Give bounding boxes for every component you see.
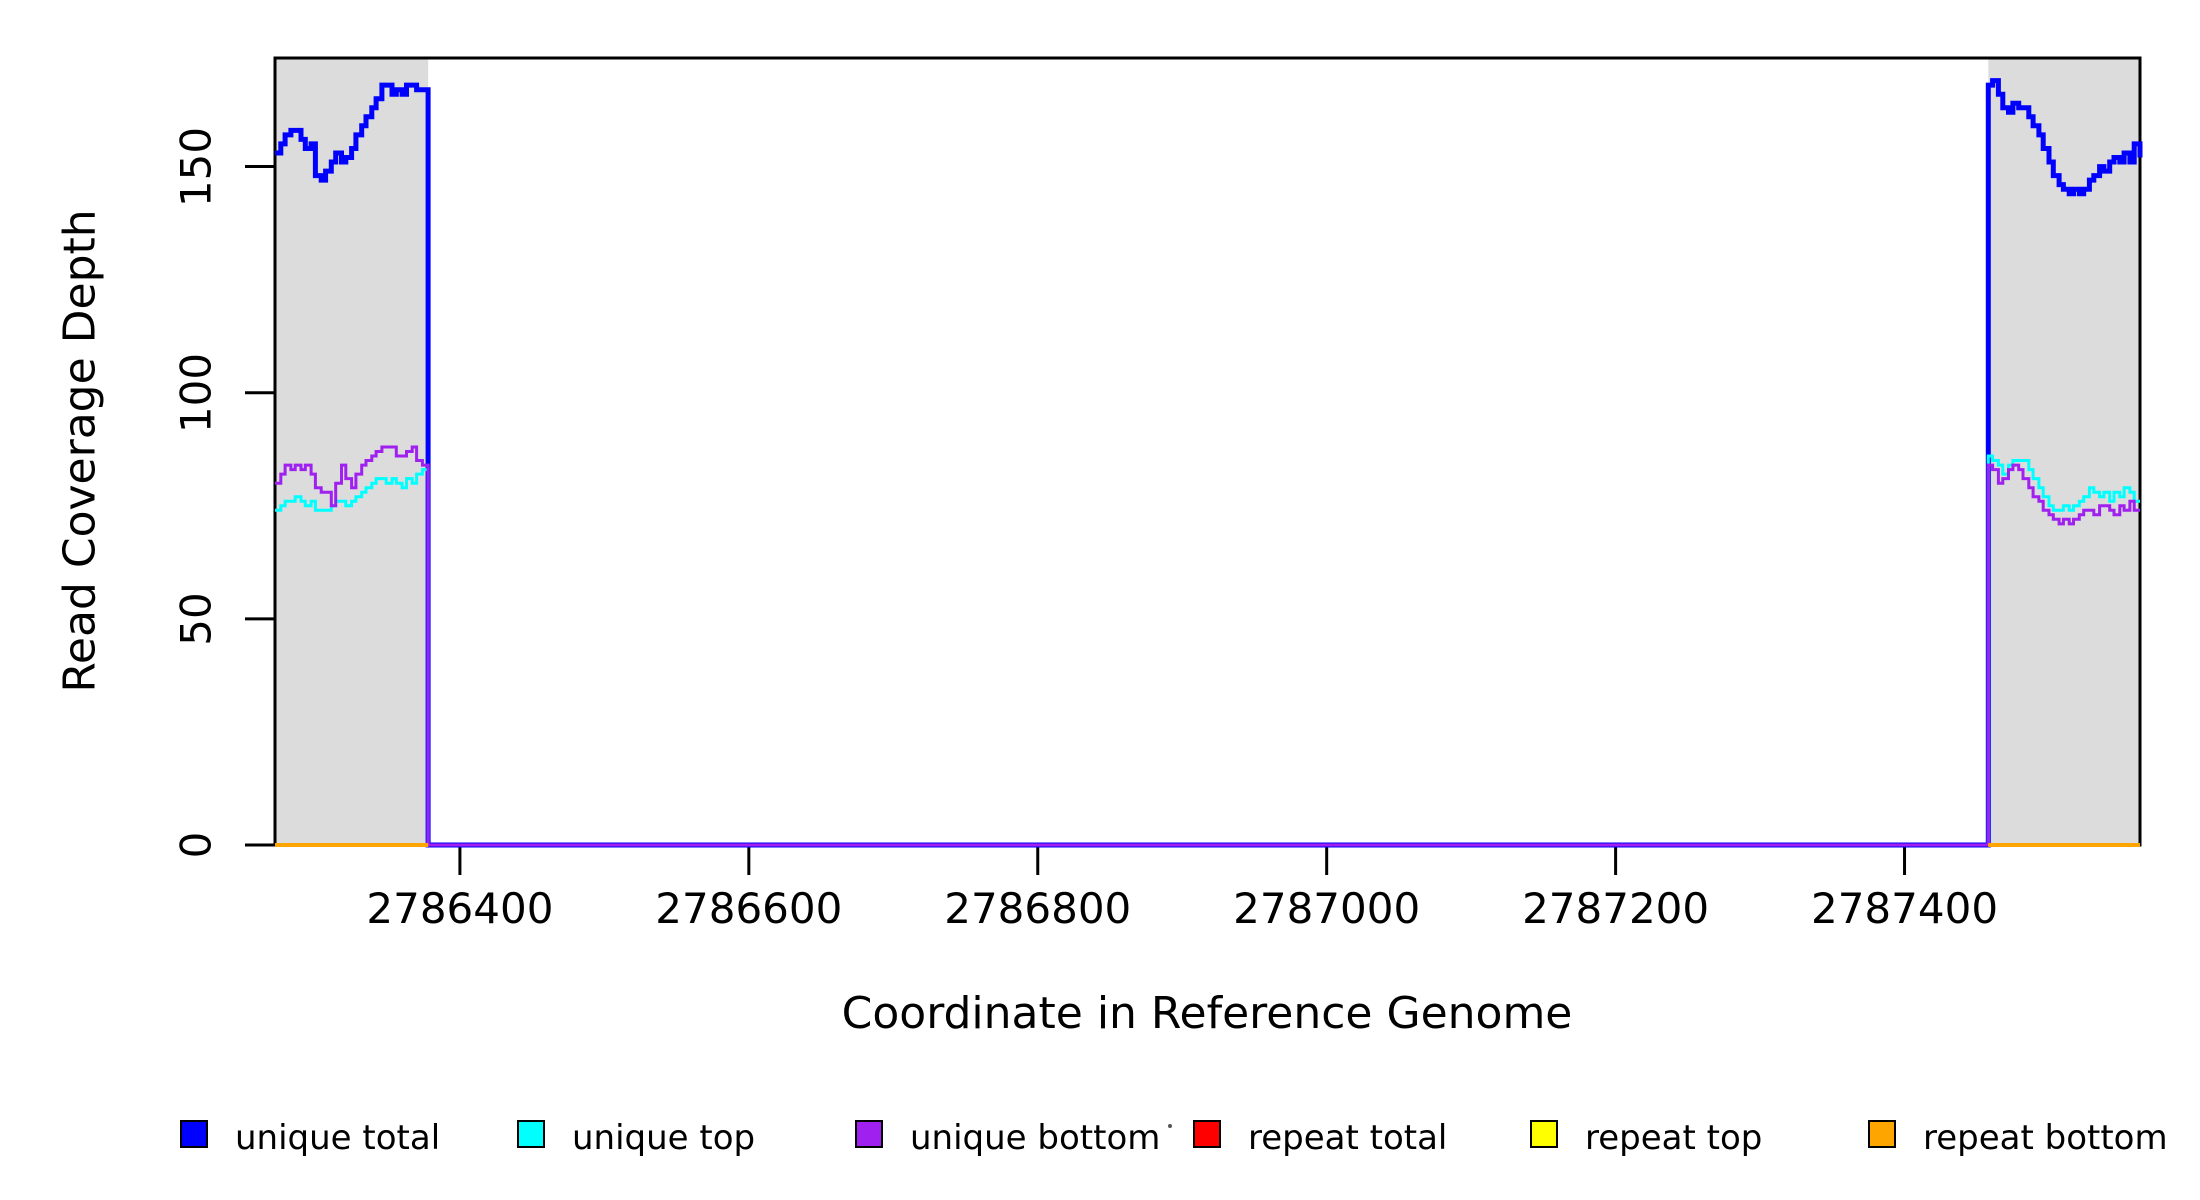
left-gray-region — [275, 58, 429, 845]
y-tick-label-50: 50 — [171, 592, 221, 646]
legend-label-unique-total: unique total — [235, 1118, 441, 1158]
x-axis-title: Coordinate in Reference Genome — [841, 988, 1573, 1039]
series-line-unique-bottom — [275, 445, 2140, 847]
x-tick-label-2787000: 2787000 — [1233, 884, 1421, 933]
series-line-unique-total — [275, 78, 2143, 848]
axis-ticks-group — [245, 165, 1907, 875]
x-tick-label-2787400: 2787400 — [1810, 884, 1999, 933]
y-tick-label-0: 0 — [171, 831, 221, 859]
shaded-regions-group — [275, 58, 2140, 845]
legend: unique total unique top unique bottom repea… — [0, 1118, 2200, 1158]
y-tick-label-150: 150 — [171, 126, 221, 207]
x-tick-label-2786800: 2786800 — [944, 884, 1132, 933]
series-line-unique-top — [275, 454, 2140, 847]
legend-label-repeat-top: repeat top — [1585, 1118, 1763, 1158]
y-axis-title: Read Coverage Depth — [54, 209, 106, 693]
legend-swatch-repeat-bottom — [1868, 1120, 1896, 1148]
legend-swatch-unique-bottom — [855, 1120, 883, 1148]
legend-swatch-unique-total — [180, 1120, 208, 1148]
x-tick-label-2786600: 2786600 — [655, 884, 843, 933]
legend-swatch-repeat-total — [1193, 1120, 1221, 1148]
series-lines-group — [275, 78, 2143, 848]
legend-label-repeat-bottom: repeat bottom — [1923, 1118, 2168, 1158]
plot-box-border — [273, 56, 2142, 847]
x-tick-label-2786400: 2786400 — [366, 884, 554, 933]
right-gray-region — [1988, 58, 2140, 845]
plot-box-group — [273, 56, 2142, 847]
legend-label-unique-bottom: unique bottom — [910, 1118, 1161, 1158]
legend-label-unique-top: unique top — [572, 1118, 756, 1158]
stray-dot-mark — [1168, 1124, 1172, 1128]
legend-swatch-repeat-top — [1530, 1120, 1558, 1148]
legend-label-repeat-total: repeat total — [1248, 1118, 1448, 1158]
y-tick-label-100: 100 — [171, 352, 221, 433]
legend-swatch-unique-top — [517, 1120, 545, 1148]
x-tick-label-2787200: 2787200 — [1522, 884, 1710, 933]
